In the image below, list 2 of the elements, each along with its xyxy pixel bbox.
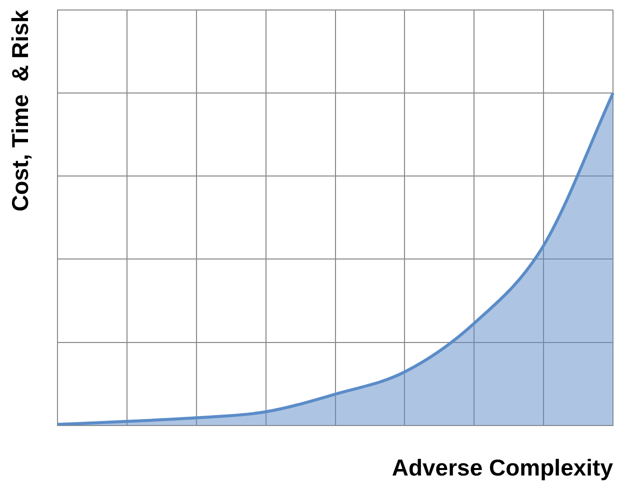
y-axis-title: Cost, Time & Risk bbox=[7, 10, 34, 212]
x-axis-title: Adverse Complexity bbox=[392, 454, 614, 481]
